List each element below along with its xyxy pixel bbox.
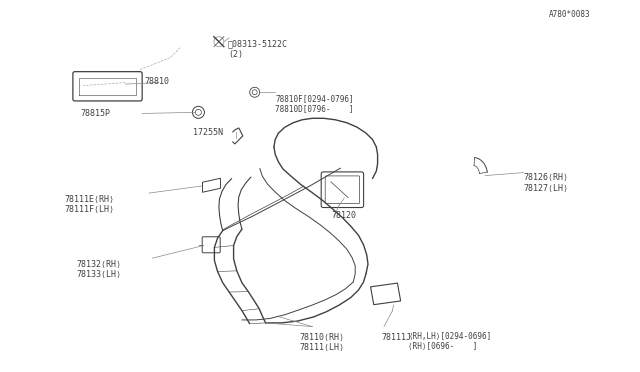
Text: 78120: 78120 xyxy=(332,211,356,220)
Text: 78815P: 78815P xyxy=(81,109,111,118)
Text: 78132⟨RH⟩
78133⟨LH⟩: 78132⟨RH⟩ 78133⟨LH⟩ xyxy=(77,260,122,279)
Text: ⟨RH,LH⟩[0294-0696]
⟨RH⟩[0696-    ]: ⟨RH,LH⟩[0294-0696] ⟨RH⟩[0696- ] xyxy=(408,332,492,351)
Text: 78126⟨RH⟩
78127⟨LH⟩: 78126⟨RH⟩ 78127⟨LH⟩ xyxy=(524,173,568,193)
Text: 78810F[0294-0796]
78810D[0796-    ]: 78810F[0294-0796] 78810D[0796- ] xyxy=(275,94,354,113)
Text: 78110⟨RH⟩
78111⟨LH⟩: 78110⟨RH⟩ 78111⟨LH⟩ xyxy=(300,333,344,352)
Text: 78810: 78810 xyxy=(145,77,170,86)
Text: 78111E⟨RH⟩
78111F⟨LH⟩: 78111E⟨RH⟩ 78111F⟨LH⟩ xyxy=(64,195,114,214)
Text: 17255N: 17255N xyxy=(193,128,223,137)
Text: 78111J: 78111J xyxy=(381,333,412,342)
Text: A780*0083: A780*0083 xyxy=(549,10,591,19)
Text: Ⓝ08313-5122C
(2): Ⓝ08313-5122C (2) xyxy=(228,39,288,59)
